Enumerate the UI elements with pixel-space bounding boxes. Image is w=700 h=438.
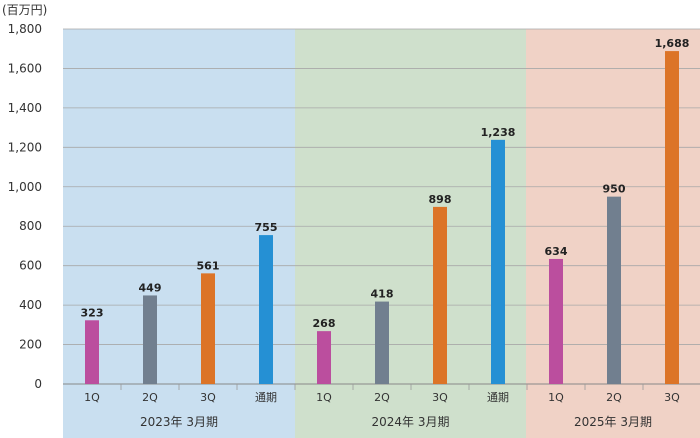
y-tick-label: 1,000 [8, 180, 42, 194]
y-tick-label: 1,800 [8, 22, 42, 36]
x-tick-label: 1Q [316, 391, 332, 404]
labels: 0 200 400 600 800 1,000 1,200 1,400 1,600 1,800 32… [8, 22, 690, 429]
data-label: 755 [255, 221, 278, 234]
y-tick-label: 600 [19, 259, 42, 273]
group-background-1 [63, 29, 295, 438]
x-tick-label: 3Q [432, 391, 448, 404]
x-tick-label: 2Q [374, 391, 390, 404]
y-tick-label: 1,600 [8, 61, 42, 75]
y-tick-label: 1,400 [8, 101, 42, 115]
data-label: 561 [197, 259, 220, 272]
bar-2Q [607, 196, 621, 384]
y-tick-label: 0 [34, 377, 42, 391]
x-tick-label: 通期 [255, 391, 277, 404]
data-label: 950 [603, 183, 626, 196]
gridlines [63, 28, 700, 390]
y-tick-label: 400 [19, 298, 42, 312]
bar-通期 [491, 139, 505, 384]
data-label: 634 [545, 245, 568, 258]
x-tick-label: 1Q [548, 391, 564, 404]
bar-1Q [317, 331, 331, 384]
data-label: 268 [313, 317, 336, 330]
bars [85, 51, 679, 384]
group-label: 2025年 3月期 [574, 415, 652, 429]
x-tick-label: 2Q [606, 391, 622, 404]
data-label: 449 [139, 281, 162, 294]
y-tick-label: 1,200 [8, 140, 42, 154]
x-tick-label: 2Q [142, 391, 158, 404]
y-tick-label: 800 [19, 219, 42, 233]
bar-1Q [549, 258, 563, 384]
data-label: 1,238 [481, 126, 516, 139]
x-tick-label: 1Q [84, 391, 100, 404]
unit-label: (百万円) [2, 3, 47, 17]
x-tick-label: 3Q [200, 391, 216, 404]
bar-1Q [85, 320, 99, 384]
bar-通期 [259, 235, 273, 384]
x-tick-label: 通期 [487, 391, 509, 404]
x-tick-label: 3Q [664, 391, 680, 404]
y-tick-label: 200 [19, 338, 42, 352]
bar-3Q [201, 273, 215, 384]
data-label: 323 [81, 306, 104, 319]
data-label: 1,688 [655, 37, 690, 50]
bar-3Q [665, 51, 679, 384]
data-label: 418 [371, 288, 394, 301]
group-label: 2024年 3月期 [372, 415, 450, 429]
bar-2Q [143, 295, 157, 384]
bar-2Q [375, 301, 389, 384]
group-background-2 [295, 29, 526, 438]
bar-3Q [433, 206, 447, 384]
group-label: 2023年 3月期 [140, 415, 218, 429]
data-label: 898 [429, 193, 452, 206]
